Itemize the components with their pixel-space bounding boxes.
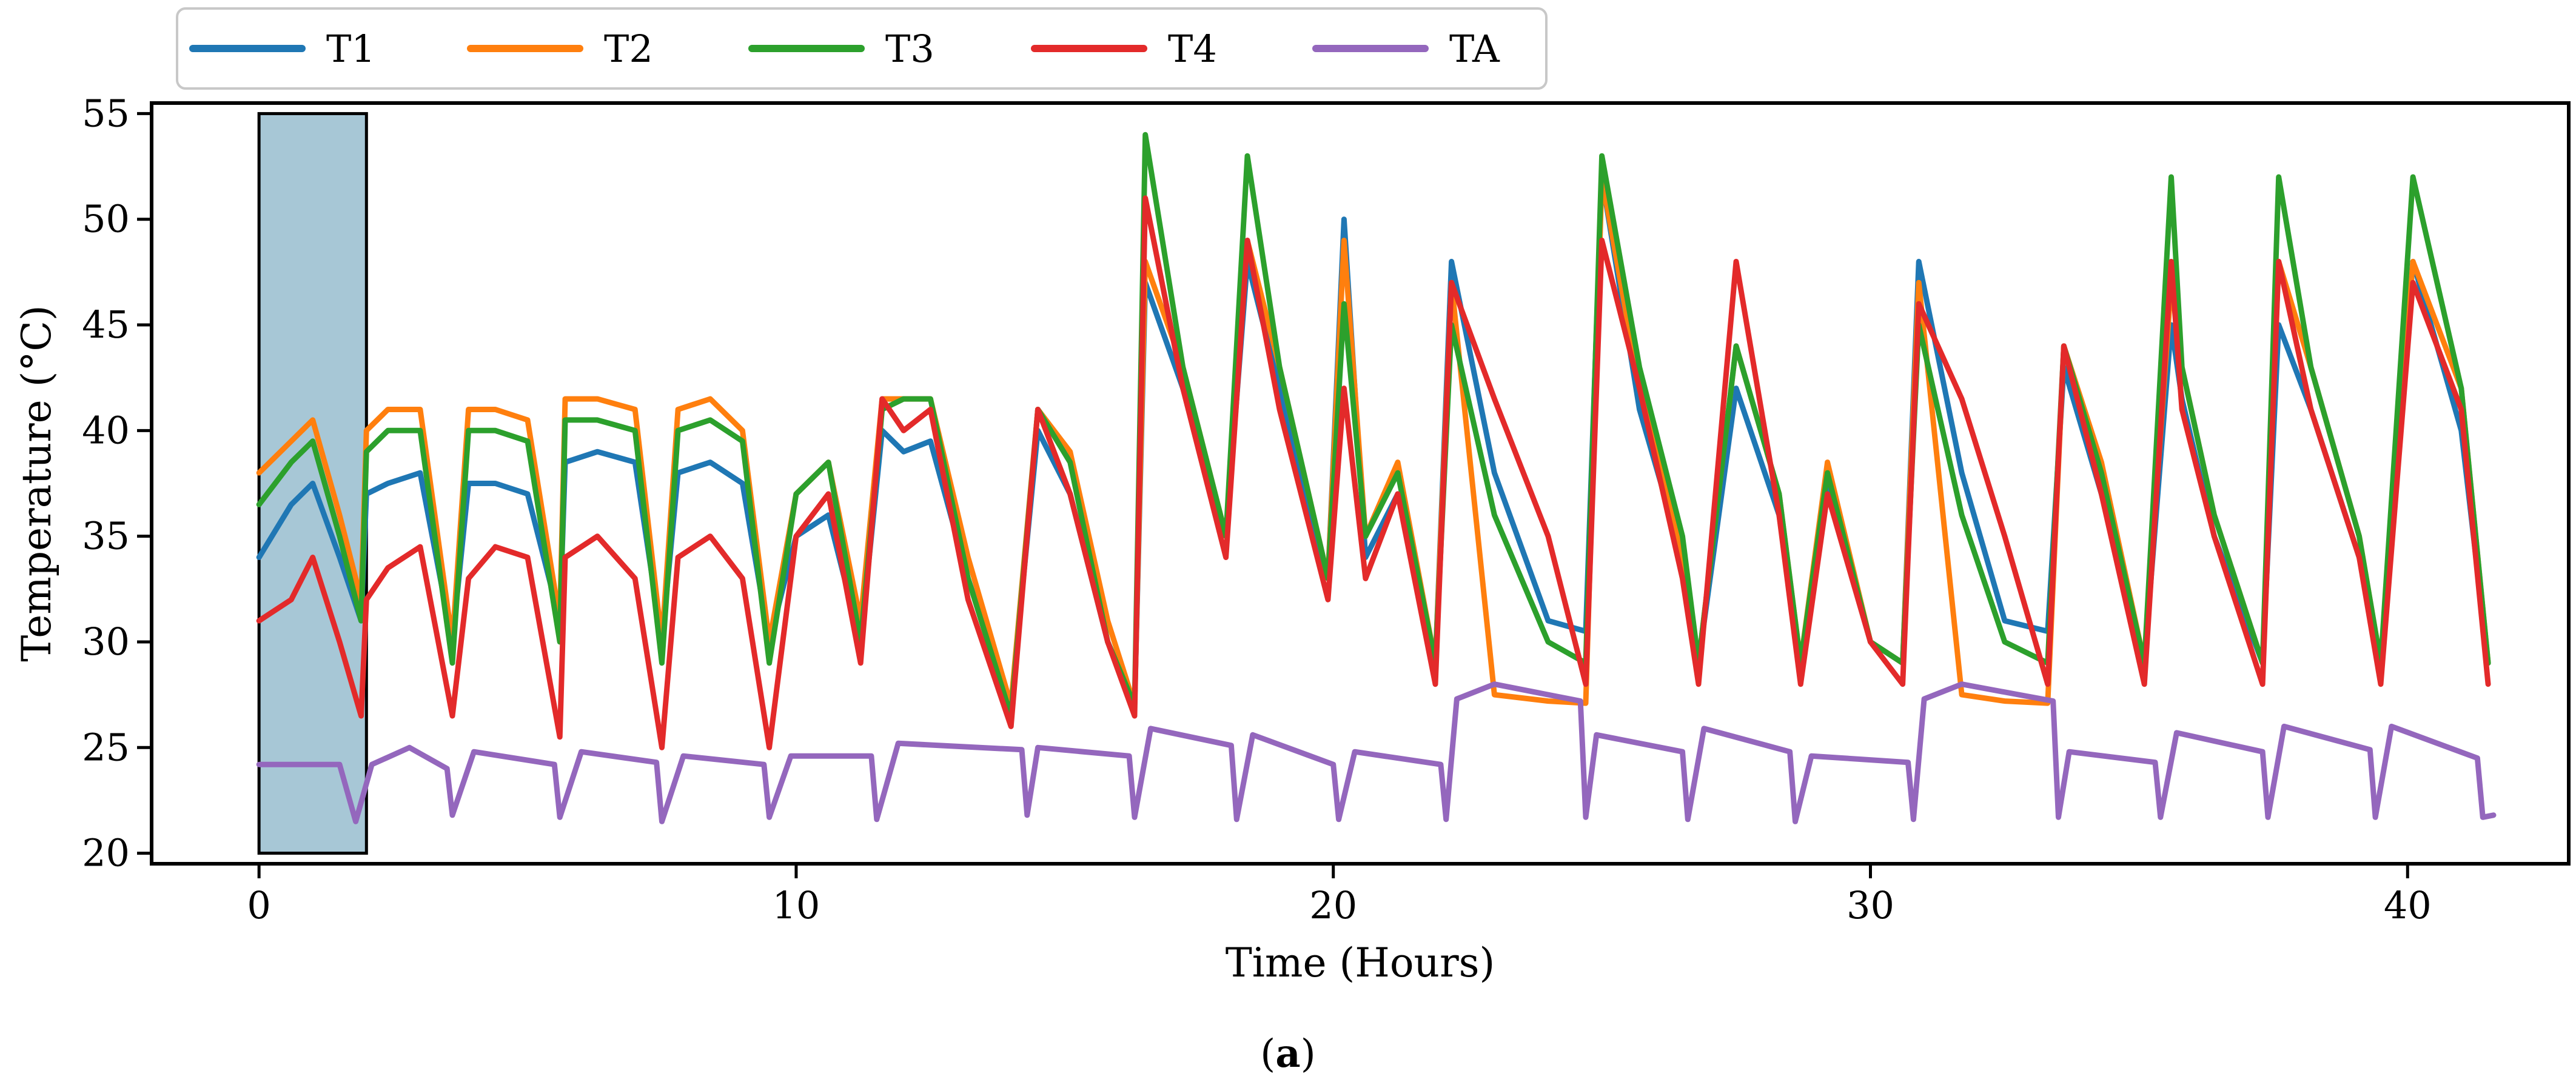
legend-label-ta: TA (1449, 27, 1500, 71)
x-tick-label: 0 (247, 883, 270, 927)
series-line-ta (256, 681, 2497, 824)
y-tick-label: 40 (82, 408, 130, 452)
axis-layer: 0 10 20 30 40 20 25 30 35 40 45 50 55 (82, 91, 2432, 927)
caption-close-paren: ) (1301, 1032, 1316, 1077)
legend-items: T1 T2 T3 T4 TA (189, 27, 1500, 71)
series-line-t4 (256, 195, 2491, 750)
legend-item-ta: TA (1312, 27, 1500, 71)
y-tick-label: 55 (82, 91, 130, 135)
legend-label-t2: T2 (604, 27, 653, 71)
x-tick-label: 40 (2384, 883, 2432, 927)
series-line-t3 (256, 132, 2491, 719)
legend-label-t3: T3 (885, 27, 934, 71)
legend-item-t2: T2 (467, 27, 653, 71)
series-line-t2 (256, 174, 2491, 708)
legend-item-t4: T4 (1031, 27, 1217, 71)
x-tick-label: 30 (1846, 883, 1894, 927)
figure-caption: (a) (1260, 1031, 1315, 1077)
x-axis-label: Time (Hours) (1226, 940, 1495, 986)
series-line-t1 (256, 174, 2491, 708)
legend-label-t1: T1 (326, 27, 375, 71)
y-tick-label: 25 (82, 725, 130, 769)
y-tick-label: 30 (82, 619, 130, 664)
legend-item-t1: T1 (189, 27, 375, 71)
legend-item-t3: T3 (748, 27, 934, 71)
y-tick-label: 45 (82, 302, 130, 347)
caption-open-paren: ( (1260, 1032, 1275, 1077)
x-tick-label: 10 (772, 883, 820, 927)
series-layer (256, 132, 2497, 824)
y-tick-label: 50 (82, 197, 130, 241)
x-tick-label: 20 (1309, 883, 1357, 927)
legend-label-t4: T4 (1168, 27, 1217, 71)
y-tick-label: 20 (82, 831, 130, 875)
y-axis-label: Temperature (°C) (13, 305, 60, 661)
legend: T1 T2 T3 T4 TA (176, 7, 1548, 90)
plot-frame (150, 101, 2571, 866)
y-tick-label: 35 (82, 514, 130, 558)
caption-letter: a (1275, 1031, 1300, 1077)
